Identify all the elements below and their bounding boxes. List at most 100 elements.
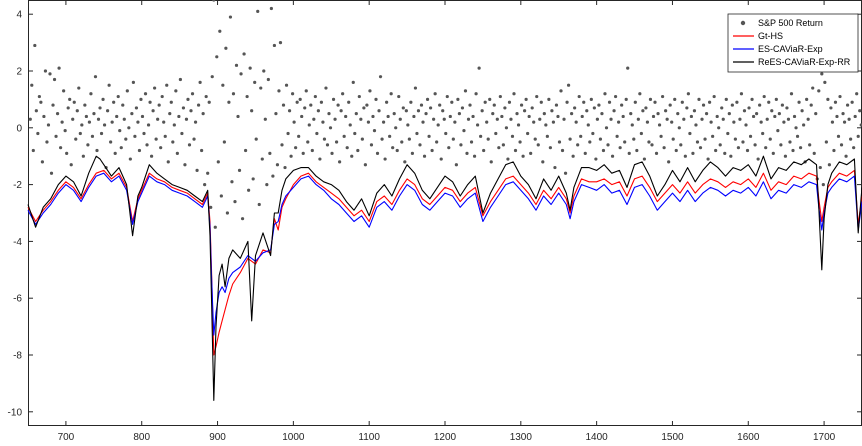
scatter-point bbox=[143, 92, 148, 96]
scatter-point bbox=[476, 123, 480, 127]
scatter-point bbox=[748, 134, 753, 138]
scatter-point bbox=[80, 123, 84, 127]
scatter-point bbox=[507, 100, 512, 104]
scatter-point bbox=[703, 137, 707, 141]
scatter-point bbox=[497, 146, 501, 150]
scatter-point bbox=[204, 94, 208, 99]
x-tick-label: 1300 bbox=[510, 432, 533, 443]
scatter-point bbox=[49, 171, 54, 175]
scatter-point bbox=[36, 131, 40, 136]
scatter-point bbox=[717, 126, 721, 130]
scatter-point bbox=[171, 140, 175, 144]
scatter-point bbox=[375, 151, 380, 155]
scatter-point bbox=[284, 83, 289, 87]
scatter-point bbox=[240, 217, 245, 221]
scatter-point bbox=[316, 109, 320, 113]
scatter-point bbox=[239, 72, 243, 76]
scatter-point bbox=[544, 123, 548, 127]
scatter-point bbox=[275, 163, 280, 167]
scatter-point bbox=[603, 92, 607, 96]
scatter-point bbox=[263, 117, 267, 121]
scatter-point bbox=[704, 112, 709, 116]
scatter-point bbox=[469, 140, 474, 144]
scatter-point bbox=[421, 120, 425, 124]
scatter-point bbox=[59, 146, 63, 150]
scatter-point bbox=[755, 112, 759, 116]
scatter-point bbox=[84, 114, 88, 119]
scatter-point bbox=[492, 103, 496, 107]
y-tick-label: -6 bbox=[13, 294, 22, 305]
scatter-point bbox=[281, 103, 286, 107]
scatter-point bbox=[501, 143, 505, 147]
scatter-point bbox=[139, 97, 143, 101]
scatter-point bbox=[585, 109, 589, 113]
scatter-point bbox=[230, 180, 234, 184]
scatter-point bbox=[715, 114, 719, 119]
scatter-point bbox=[767, 100, 771, 104]
scatter-point bbox=[303, 106, 307, 110]
scatter-point bbox=[712, 94, 716, 99]
scatter-point bbox=[714, 148, 718, 153]
scatter-point bbox=[322, 137, 327, 141]
scatter-point bbox=[744, 123, 748, 127]
scatter-point bbox=[149, 154, 154, 158]
scatter-point bbox=[709, 120, 713, 124]
scatter-point bbox=[594, 157, 598, 161]
scatter-point bbox=[494, 131, 498, 136]
scatter-point bbox=[169, 100, 173, 104]
scatter-point bbox=[127, 126, 131, 130]
scatter-point bbox=[535, 94, 539, 99]
scatter-point bbox=[855, 92, 859, 96]
scatter-point bbox=[388, 134, 392, 138]
scatter-point bbox=[550, 109, 554, 113]
scatter-point bbox=[342, 134, 346, 138]
scatter-point bbox=[771, 151, 775, 155]
scatter-point bbox=[196, 103, 201, 107]
scatter-point bbox=[119, 146, 123, 150]
legend-label: Gt-HS bbox=[758, 31, 783, 41]
scatter-point bbox=[806, 117, 810, 121]
scatter-point bbox=[372, 129, 377, 133]
scatter-point bbox=[110, 120, 114, 124]
scatter-point bbox=[462, 129, 466, 133]
scatter-point bbox=[392, 112, 396, 116]
scatter-point bbox=[153, 86, 157, 90]
scatter-series bbox=[28, 0, 862, 229]
scatter-point bbox=[201, 112, 205, 116]
scatter-point bbox=[377, 109, 381, 113]
scatter-point bbox=[474, 92, 478, 96]
scatter-point bbox=[571, 154, 575, 158]
scatter-point bbox=[406, 123, 410, 127]
scatter-point bbox=[723, 151, 727, 155]
scatter-point bbox=[786, 117, 791, 121]
scatter-point bbox=[115, 114, 119, 119]
scatter-point bbox=[92, 112, 96, 116]
scatter-point bbox=[529, 151, 533, 155]
scatter-point bbox=[692, 109, 697, 113]
scatter-point bbox=[30, 83, 34, 87]
scatter-point bbox=[471, 114, 475, 119]
scatter-point bbox=[617, 120, 621, 124]
scatter-point bbox=[859, 123, 862, 127]
scatter-point bbox=[542, 112, 546, 116]
scatter-point bbox=[386, 114, 390, 119]
scatter-point bbox=[430, 148, 434, 153]
scatter-point bbox=[844, 154, 848, 158]
scatter-point bbox=[524, 97, 528, 101]
scatter-point bbox=[574, 120, 578, 124]
scatter-point bbox=[798, 146, 803, 150]
scatter-point bbox=[122, 117, 126, 121]
scatter-point bbox=[630, 123, 634, 127]
scatter-point bbox=[160, 94, 164, 99]
scatter-point bbox=[300, 114, 304, 119]
scatter-point bbox=[777, 112, 781, 116]
scatter-point bbox=[600, 112, 604, 116]
scatter-point bbox=[465, 151, 469, 155]
scatter-point bbox=[656, 112, 660, 116]
scatter-point bbox=[858, 109, 862, 113]
scatter-point bbox=[768, 137, 772, 141]
scatter-point bbox=[365, 103, 369, 107]
scatter-point bbox=[216, 160, 220, 164]
scatter-point bbox=[186, 97, 190, 101]
scatter-point bbox=[612, 109, 616, 113]
